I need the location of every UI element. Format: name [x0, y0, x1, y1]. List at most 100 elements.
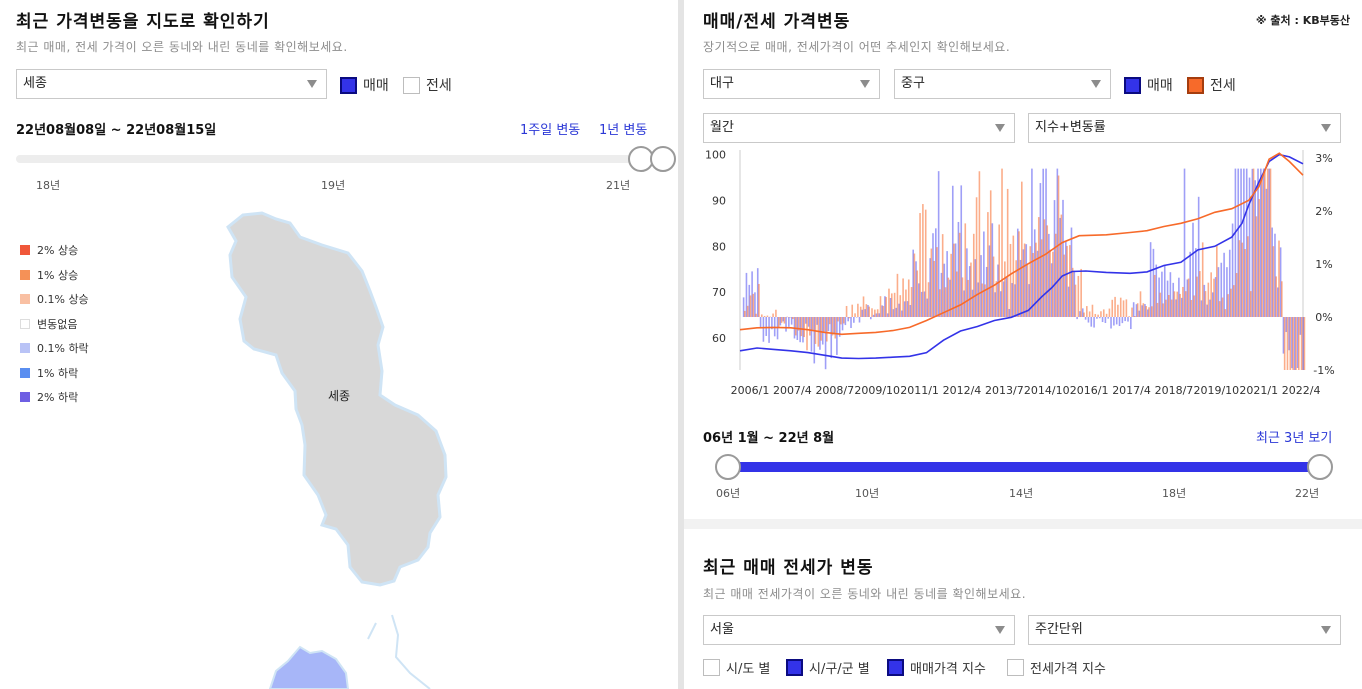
change-rate-bar	[994, 292, 996, 317]
sigungu-checkbox[interactable]: 시/구/군 별	[786, 658, 870, 677]
jeonse-checkbox[interactable]: 전세	[1187, 75, 1236, 95]
recent-3-years-link[interactable]: 최근 3년 보기	[1256, 431, 1333, 446]
unit-select[interactable]: 주간단위	[1028, 615, 1341, 645]
change-rate-bar	[1023, 243, 1026, 317]
range-slider-start-handle[interactable]	[715, 454, 741, 480]
change-rate-bar	[977, 282, 980, 317]
change-rate-bar	[862, 296, 865, 317]
change-rate-bar	[907, 279, 910, 317]
change-rate-bar	[1026, 264, 1029, 317]
jeonse-checkbox[interactable]: 전세	[403, 75, 452, 95]
change-rate-bar	[811, 317, 814, 330]
sale-index-checkbox-label: 매매가격 지수	[910, 662, 986, 677]
change-rate-bar	[1297, 317, 1300, 370]
change-rate-bar	[1025, 244, 1028, 317]
change-rate-bar	[1190, 299, 1193, 317]
sejong-region-shape[interactable]	[226, 211, 448, 587]
y-right-tick-label: 1%	[1315, 258, 1332, 271]
change-rate-bar	[1231, 223, 1234, 317]
sale-checkbox[interactable]: 매매	[340, 75, 389, 95]
change-rate-bar	[1060, 214, 1063, 317]
price-trend-chart[interactable]: 100 90 80 70 60 3% 2% 1% 0% -1% 2006/1 2007/4 2008/7…	[684, 144, 1362, 400]
change-rate-bar	[882, 305, 885, 317]
region-map[interactable]	[0, 195, 678, 689]
period-select[interactable]: 월간	[703, 113, 1015, 143]
timeline-handle-end[interactable]	[650, 146, 676, 172]
y-tick-label: 90	[712, 194, 726, 207]
change-rate-bar	[910, 287, 913, 317]
change-rate-bar	[987, 212, 989, 317]
week-change-link[interactable]: 1주일 변동	[520, 123, 581, 138]
x-tick-label: 2014/10	[1024, 384, 1070, 397]
checkbox-unchecked-icon	[403, 76, 420, 94]
change-rate-bar	[1097, 314, 1099, 317]
change-rate-bar	[1087, 317, 1090, 323]
change-rate-bar	[828, 317, 831, 325]
sido-checkbox[interactable]: 시/도 별	[703, 658, 770, 677]
change-rate-bar	[966, 248, 968, 317]
neighbor-region-shape[interactable]	[268, 645, 350, 689]
change-rate-bar	[940, 272, 943, 317]
change-rate-bar	[850, 317, 852, 329]
bottom-region-select[interactable]: 서울	[703, 615, 1015, 645]
change-rate-bar	[1161, 271, 1163, 317]
change-rate-bar	[1286, 317, 1289, 370]
change-rate-bar	[1266, 168, 1269, 317]
change-rate-bar	[1213, 278, 1215, 317]
change-rate-bar	[1008, 308, 1011, 317]
sale-checkbox-label: 매매	[363, 78, 389, 94]
change-rate-bar	[1050, 263, 1053, 317]
slider-label: 22년	[1295, 487, 1320, 500]
legend-swatch	[20, 245, 30, 256]
sale-checkbox[interactable]: 매매	[1124, 75, 1173, 95]
change-rate-bar	[997, 264, 999, 317]
timeline-track[interactable]	[16, 155, 656, 163]
change-rate-bar	[1100, 311, 1102, 317]
legend-item: 1% 하락	[20, 361, 89, 386]
legend-swatch	[20, 294, 30, 305]
timeline-handle[interactable]	[628, 146, 654, 172]
change-rate-bar	[960, 185, 963, 317]
index-series-line	[739, 153, 1304, 360]
range-slider-end-handle[interactable]	[1307, 454, 1333, 480]
change-rate-bar	[1283, 317, 1286, 370]
change-rate-bar	[988, 245, 991, 317]
range-slider-fill[interactable]	[727, 462, 1320, 472]
change-rate-bar	[881, 305, 883, 317]
change-rate-bar	[1179, 293, 1181, 317]
sale-index-checkbox[interactable]: 매매가격 지수	[887, 658, 986, 677]
legend-label: 변동없음	[37, 317, 78, 331]
change-rate-bar	[1039, 183, 1042, 317]
change-rate-bar	[1066, 245, 1068, 317]
change-rate-bar	[1292, 317, 1294, 370]
change-rate-bar	[1201, 242, 1204, 317]
x-tick-label: 2013/7	[985, 384, 1024, 397]
change-rate-bar	[1186, 279, 1189, 317]
change-rate-bar	[772, 313, 774, 317]
map-region-label: 세종	[328, 389, 351, 403]
change-rate-bar	[838, 317, 841, 337]
sigungu-checkbox-label: 시/구/군 별	[809, 662, 870, 677]
date-range: 22년08월08일 ~ 22년08월15일	[16, 123, 217, 138]
change-rate-bar	[1031, 168, 1033, 317]
change-rate-bar	[958, 232, 961, 317]
change-rate-bar	[1240, 168, 1242, 317]
district-select[interactable]: 중구	[894, 69, 1111, 99]
jeonse-index-checkbox[interactable]: 전세가격 지수	[1007, 658, 1106, 677]
change-rate-bar	[1000, 291, 1002, 317]
change-rate-bar	[901, 310, 903, 317]
change-rate-bar	[1011, 283, 1013, 317]
change-rate-bar	[1276, 287, 1279, 317]
change-rate-bar	[1248, 177, 1251, 317]
y-tick-label: 100	[705, 149, 726, 162]
change-rate-bar	[821, 317, 824, 345]
change-rate-bar	[1167, 294, 1170, 317]
city-select[interactable]: 대구	[703, 69, 880, 99]
change-rate-bar	[1166, 280, 1169, 317]
change-rate-bar	[834, 317, 837, 339]
year-change-link[interactable]: 1년 변동	[599, 123, 648, 138]
metric-select[interactable]: 지수+변동률	[1028, 113, 1341, 143]
region-select[interactable]: 세종	[16, 69, 327, 99]
trend-panel-subtitle: 장기적으로 매매, 전세가격이 어떤 추세인지 확인해보세요.	[703, 40, 1011, 54]
change-rate-bar	[1094, 313, 1097, 317]
